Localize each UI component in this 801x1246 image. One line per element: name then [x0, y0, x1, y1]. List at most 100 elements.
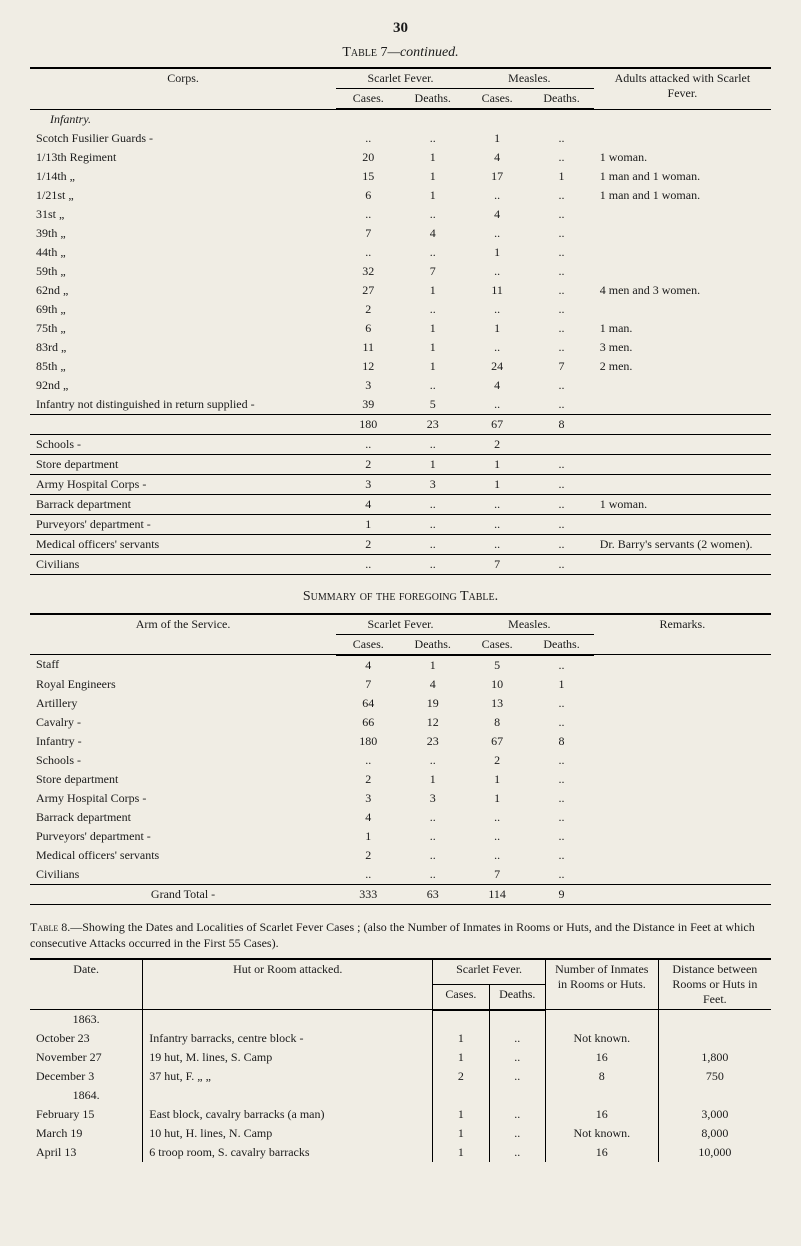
table-row-m_d: ..	[529, 395, 593, 415]
table-row-m_d: ..	[529, 186, 593, 205]
table-row-rem	[594, 789, 771, 808]
table-row-corps: 44th „	[30, 243, 336, 262]
table-row-m_d: ..	[529, 300, 593, 319]
table-row-inmates: Not known.	[545, 1124, 658, 1143]
table-row-sf_d: ..	[401, 376, 465, 395]
table-row-sf_c: 6	[336, 319, 400, 338]
table-row-m_d: ..	[529, 827, 593, 846]
table-row-sf_d: ..	[401, 434, 465, 454]
table-row-rem: 1 man.	[594, 319, 771, 338]
table-row-cases: 2	[433, 1067, 489, 1086]
table-row-rem: Dr. Barry's servants (2 women).	[594, 534, 771, 554]
table-row-deaths: ..	[489, 1124, 545, 1143]
summary-title: Summary of the foregoing Table.	[30, 589, 771, 605]
table-row-sf_d: 3	[401, 789, 465, 808]
table-row-m_d: ..	[529, 694, 593, 713]
table-row-sf_c: 2	[336, 300, 400, 319]
table-row-date: December 3	[30, 1067, 143, 1086]
table-row-m_c: ..	[465, 494, 529, 514]
table-row-rem	[594, 694, 771, 713]
hdr-m-cases: Cases.	[465, 89, 529, 110]
table-row-sf_d: ..	[401, 300, 465, 319]
table-row-m_c: 4	[465, 376, 529, 395]
subtotal-m-d: 8	[529, 414, 593, 434]
table-row-m_c: 1	[465, 789, 529, 808]
s-hdr-m-d: Deaths.	[529, 634, 593, 655]
table-row-sf_c: 7	[336, 675, 400, 694]
table-row-rem	[594, 224, 771, 243]
table-row-corps: 1/14th „	[30, 167, 336, 186]
table-row-sf_c: ..	[336, 434, 400, 454]
table-row-m_d: ..	[529, 713, 593, 732]
table-row-m_c: 67	[465, 732, 529, 751]
table-row-sf_c: 3	[336, 789, 400, 808]
table-row-sf_d: 12	[401, 713, 465, 732]
table-row-m_d: ..	[529, 808, 593, 827]
table-row-m_d: ..	[529, 243, 593, 262]
table-row-sf_d: ..	[401, 534, 465, 554]
table-row-rem	[594, 865, 771, 885]
table-row-rem	[594, 655, 771, 675]
hdr-adults: Adults attacked with Scarlet Fever.	[594, 68, 771, 109]
table-row-sf_d: ..	[401, 808, 465, 827]
table-row-sf_c: 4	[336, 808, 400, 827]
table-row-m_d: ..	[529, 338, 593, 357]
table-row-rem	[594, 300, 771, 319]
table-row-m_d: ..	[529, 205, 593, 224]
table-row-hut: 6 troop room, S. cavalry barracks	[143, 1143, 433, 1162]
summary-table: Arm of the Service. Scarlet Fever. Measl…	[30, 613, 771, 905]
hdr-sf: Scarlet Fever.	[336, 614, 465, 635]
table-row-sf_c: ..	[336, 243, 400, 262]
table-row-m_c: 7	[465, 554, 529, 574]
table-row-cases: 1	[433, 1124, 489, 1143]
t8-text: —Showing the Dates and Localities of Sca…	[30, 920, 755, 951]
table-row-distance: 1,800	[658, 1048, 771, 1067]
t8-hdr-date: Date.	[30, 959, 143, 1010]
t8-hdr-cases: Cases.	[433, 984, 489, 1009]
table-row-distance: 10,000	[658, 1143, 771, 1162]
table-row-rem	[594, 434, 771, 454]
t8-prefix: Table	[30, 920, 58, 934]
table-row-sf_d: ..	[401, 751, 465, 770]
gt-sf-c: 333	[336, 884, 400, 904]
table-row-rem	[594, 846, 771, 865]
table-row-sf_d: 19	[401, 694, 465, 713]
hdr-m-deaths: Deaths.	[529, 89, 593, 110]
table-row-m_d: ..	[529, 534, 593, 554]
table-row-sf_c: 11	[336, 338, 400, 357]
table-row-sf_c: 3	[336, 474, 400, 494]
hdr-arm: Arm of the Service.	[30, 614, 336, 655]
table7-title-prefix: Table	[342, 45, 377, 60]
table-row-corps: 31st „	[30, 205, 336, 224]
gt-m-d: 9	[529, 884, 593, 904]
table-row-rem: 4 men and 3 women.	[594, 281, 771, 300]
table-row-m_d: 7	[529, 357, 593, 376]
table-row-m_c: ..	[465, 846, 529, 865]
grand-total-label: Grand Total -	[30, 884, 336, 904]
table-row-arm: Royal Engineers	[30, 675, 336, 694]
page-number: 30	[30, 20, 771, 37]
table-row-m_d: ..	[529, 846, 593, 865]
table-row-sf_d: ..	[401, 129, 465, 148]
table-row-corps: Scotch Fusilier Guards -	[30, 129, 336, 148]
table-row-rem	[594, 514, 771, 534]
table-row-sf_d: ..	[401, 514, 465, 534]
gt-sf-d: 63	[401, 884, 465, 904]
table-row-m_d: ..	[529, 148, 593, 167]
table-row-m_d: ..	[529, 770, 593, 789]
table-row-m_d: ..	[529, 129, 593, 148]
table-row-m_c: 2	[465, 751, 529, 770]
table-row-corps: Store department	[30, 454, 336, 474]
table-row-sf_c: 1	[336, 827, 400, 846]
table-row-m_c: ..	[465, 338, 529, 357]
table-row-sf_c: 180	[336, 732, 400, 751]
table-row-m_c: ..	[465, 514, 529, 534]
table-row-sf_c: 2	[336, 454, 400, 474]
t8-year1: 1863.	[30, 1010, 143, 1030]
table-row-m_d: 1	[529, 675, 593, 694]
table-row-m_c: 2	[465, 434, 529, 454]
table-row-inmates: 8	[545, 1067, 658, 1086]
table7-title-suffix: —continued.	[388, 45, 459, 60]
table-row-sf_d: 1	[401, 655, 465, 675]
table-row-sf_c: ..	[336, 554, 400, 574]
